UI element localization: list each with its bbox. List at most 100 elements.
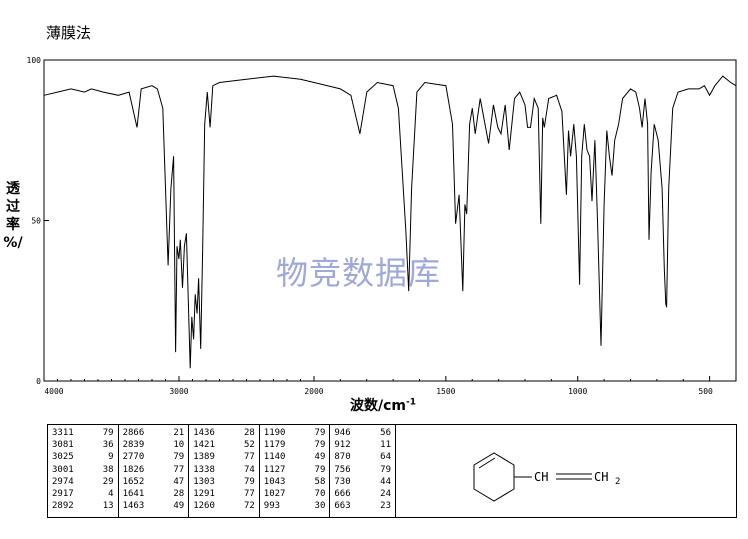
- x-tick-label: 1000: [568, 387, 587, 396]
- x-axis-label-sup: -1: [406, 397, 416, 408]
- peak-row: 2866 21: [123, 427, 185, 439]
- peak-transmittance: 56: [380, 428, 391, 438]
- peak-wavenumber: 2917: [52, 489, 74, 500]
- peak-row: 666 24: [334, 488, 391, 500]
- method-label: 薄膜法: [46, 24, 92, 42]
- peak-wavenumber: 3001: [52, 464, 74, 475]
- peak-transmittance: 74: [243, 464, 255, 475]
- peak-wavenumber: 912: [334, 440, 351, 451]
- peak-transmittance: 44: [380, 476, 391, 487]
- peak-column: 2866 21 2839 10 2770 79 1826 77 1652 47 1641 28 1463…: [119, 425, 190, 517]
- peak-wavenumber: 3025: [52, 452, 74, 463]
- peak-row: 3081 36: [52, 439, 114, 451]
- peak-wavenumber: 1338: [193, 464, 215, 475]
- x-tick-label: 4000: [44, 387, 63, 396]
- cyclohexene-ring: [473, 452, 515, 502]
- axis-ticks: 4000 3000 2000 1500 1000 500 0 50 100: [27, 56, 713, 396]
- peak-transmittance: 77: [173, 464, 185, 475]
- peak-transmittance: 79: [173, 452, 185, 463]
- peak-row: 2917 4: [52, 488, 114, 500]
- peak-wavenumber: 1641: [122, 489, 145, 500]
- peak-transmittance: 24: [380, 489, 391, 500]
- peak-wavenumber: 1140: [263, 452, 286, 463]
- peak-wavenumber: 993: [263, 501, 281, 512]
- peak-transmittance: 79: [102, 428, 114, 438]
- peak-transmittance: 38: [102, 464, 114, 475]
- peak-wavenumber: 2866: [122, 428, 145, 438]
- peak-wavenumber: 663: [334, 501, 351, 512]
- peak-row: 663 23: [334, 500, 391, 512]
- y-axis-label-char: 率: [6, 217, 20, 233]
- peak-transmittance: 52: [243, 440, 255, 451]
- peak-row: 1389 77: [193, 451, 255, 463]
- x-tick-label: 3000: [169, 387, 188, 396]
- peak-transmittance: 28: [243, 428, 255, 438]
- peak-row: 993 30: [264, 500, 326, 512]
- peak-row: 912 11: [334, 439, 391, 451]
- x-axis-label-text: 波数/cm: [350, 398, 406, 414]
- peak-row: 3311 79: [52, 427, 114, 439]
- peak-row: 1436 28: [193, 427, 255, 439]
- peak-wavenumber: 1463: [122, 501, 145, 512]
- peak-transmittance: 70: [314, 489, 326, 500]
- peak-row: 1127 79: [264, 464, 326, 476]
- peak-wavenumber: 1389: [193, 452, 215, 463]
- peak-transmittance: 77: [243, 452, 255, 463]
- peak-transmittance: 28: [173, 489, 185, 500]
- x-tick-label: 1500: [436, 387, 455, 396]
- peak-wavenumber: 3311: [52, 428, 74, 438]
- peak-table: 3311 79 3081 36 3025 9 3001 38 2974 29 2917 4 2892 13…: [47, 424, 737, 518]
- peak-wavenumber: 1260: [193, 501, 215, 512]
- y-axis-label-char: 透: [6, 181, 20, 197]
- peak-transmittance: 4: [108, 489, 114, 500]
- peak-transmittance: 79: [314, 464, 326, 475]
- peak-transmittance: 29: [102, 476, 114, 487]
- peak-wavenumber: 1303: [193, 476, 215, 487]
- y-axis-label-char: %/: [3, 235, 23, 251]
- peak-transmittance: 77: [243, 489, 255, 500]
- peak-transmittance: 58: [314, 476, 326, 487]
- peak-wavenumber: 1127: [263, 464, 286, 475]
- peak-wavenumber: 756: [334, 464, 351, 475]
- ch2-subscript: 2: [615, 477, 620, 487]
- peak-wavenumber: 730: [334, 476, 351, 487]
- x-tick-label: 500: [698, 387, 713, 396]
- peak-row: 2770 79: [123, 451, 185, 463]
- peak-wavenumber: 870: [334, 452, 351, 463]
- peak-transmittance: 79: [314, 440, 326, 451]
- peak-column: 1190 79 1179 79 1140 49 1127 79 1043 58 1027 70 993 3…: [260, 425, 331, 517]
- peak-row: 1421 52: [193, 439, 255, 451]
- ch-label: CH: [534, 470, 548, 484]
- peak-transmittance: 36: [102, 440, 114, 451]
- peak-row: 1338 74: [193, 464, 255, 476]
- molecule-structure: CH CH 2: [473, 452, 620, 502]
- x-tick-label: 2000: [304, 387, 323, 396]
- peak-transmittance: 79: [243, 476, 255, 487]
- peak-row: 1303 79: [193, 476, 255, 488]
- peak-column: 946 56 912 11 870 64 756 79 730 44 666 24 663 23: [330, 425, 396, 517]
- peak-transmittance: 11: [380, 440, 391, 451]
- peak-row: 1652 47: [123, 476, 185, 488]
- peak-transmittance: 49: [314, 452, 326, 463]
- peak-wavenumber: 1652: [122, 476, 145, 487]
- peak-row: 1463 49: [123, 500, 185, 512]
- peak-row: 756 79: [334, 464, 391, 476]
- peak-transmittance: 49: [173, 501, 185, 512]
- peak-wavenumber: 1179: [263, 440, 286, 451]
- peak-transmittance: 47: [173, 476, 185, 487]
- peak-wavenumber: 1027: [263, 489, 286, 500]
- peak-row: 730 44: [334, 476, 391, 488]
- peak-transmittance: 9: [108, 452, 114, 463]
- peak-wavenumber: 1043: [263, 476, 286, 487]
- y-axis-label: 透 过 率 %/: [0, 180, 26, 252]
- ch2-label: CH: [594, 470, 608, 484]
- peak-transmittance: 13: [102, 501, 114, 512]
- peak-row: 3001 38: [52, 464, 114, 476]
- peak-row: 1140 49: [264, 451, 326, 463]
- peak-wavenumber: 1291: [193, 489, 215, 500]
- peak-row: 1260 72: [193, 500, 255, 512]
- peak-row: 1641 28: [123, 488, 185, 500]
- peak-transmittance: 79: [314, 428, 326, 438]
- x-axis-label: 波数/cm-1: [350, 395, 416, 415]
- peak-transmittance: 79: [380, 464, 391, 475]
